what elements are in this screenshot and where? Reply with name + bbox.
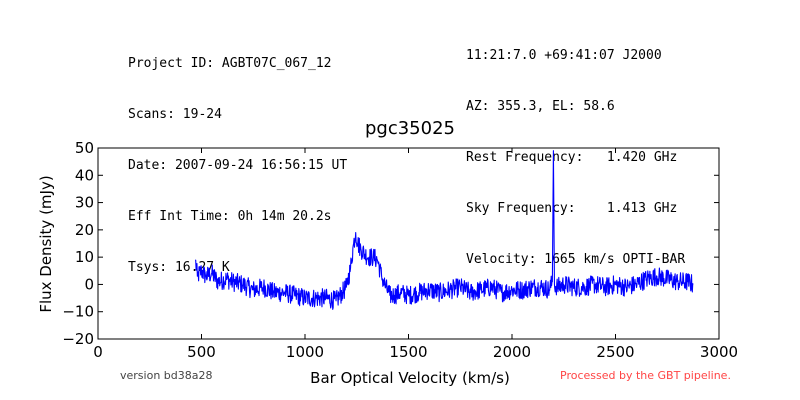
pipeline-label: Processed by the GBT pipeline. [560,369,731,382]
version-label: version bd38a28 [120,369,213,382]
az-el-line: AZ: 355.3, EL: 58.6 [466,99,615,114]
x-tick-label: 1000 [286,343,324,361]
y-tick-label: 30 [75,194,94,212]
chart-title: pgc35025 [365,118,455,139]
velocity-line: Velocity: 1665 km/s OPTI-BAR [466,252,686,267]
y-tick-label: −10 [62,303,94,321]
sky-frequency-line: Sky Frequency: 1.413 GHz [466,201,678,216]
rest-frequency-line: Rest Frequency: 1.420 GHz [466,150,678,165]
x-axis: 0 500 1000 1500 2000 2500 3000 [93,148,738,361]
y-tick-label: 50 [75,139,94,157]
observation-info-right: 11:21:7.0 +69:41:07 J2000 AZ: 355.3, EL:… [466,13,685,285]
int-time-line: Eff Int Time: 0h 14m 20.2s [128,209,332,224]
x-tick-label: 3000 [700,343,738,361]
x-axis-label: Bar Optical Velocity (km/s) [310,369,510,387]
x-tick-label: 2500 [596,343,634,361]
scans-line: Scans: 19-24 [128,107,222,122]
x-tick-label: 500 [187,343,216,361]
x-tick-label: 0 [93,343,103,361]
date-line: Date: 2007-09-24 16:56:15 UT [128,158,348,173]
y-tick-label: 10 [75,248,94,266]
y-tick-label: −20 [62,330,94,348]
spectrum-line [194,150,694,310]
observation-info-left: Project ID: AGBT07C_067_12 Scans: 19-24 … [128,21,347,293]
coordinates-line: 11:21:7.0 +69:41:07 J2000 [466,48,662,63]
y-axis-label: Flux Density (mJy) [37,175,55,312]
x-tick-label: 1500 [389,343,427,361]
y-tick-label: 40 [75,166,94,184]
plot-area-frame [97,147,720,340]
x-tick-label: 2000 [493,343,531,361]
y-axis: −20 −10 0 10 20 30 40 50 [62,139,719,348]
y-tick-label: 0 [84,275,94,293]
project-id-line: Project ID: AGBT07C_067_12 [128,56,332,71]
y-tick-label: 20 [75,221,94,239]
